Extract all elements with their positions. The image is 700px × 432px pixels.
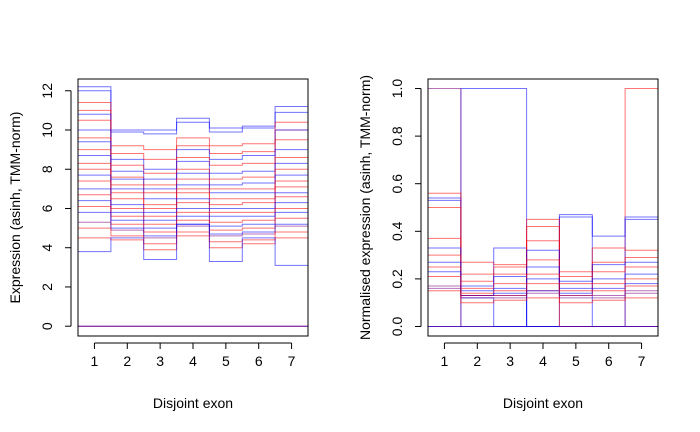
right-series-line-8 — [428, 237, 658, 282]
right-x-tick-label-4: 4 — [539, 353, 547, 369]
right-y-tick-label-4: 0.8 — [389, 126, 405, 146]
left-x-tick-label-6: 6 — [255, 353, 263, 369]
left-y-tick-label-1: 2 — [39, 283, 55, 291]
right-series-lines — [428, 88, 658, 327]
left-y-tick-label-0: 0 — [39, 322, 55, 330]
left-series-lines — [78, 86, 308, 327]
left-series-line-8 — [78, 137, 308, 186]
left-series-line-21 — [78, 221, 308, 239]
left-series-line-5 — [78, 113, 308, 170]
left-y-tick-label-4: 8 — [39, 165, 55, 173]
right-y-tick-label-3: 0.6 — [389, 174, 405, 194]
right-y-axis: 0.0 0.2 0.4 0.6 0.8 1.0 — [389, 79, 422, 337]
right-series-line-9 — [428, 247, 658, 287]
left-series-line-24 — [78, 223, 308, 266]
right-y-axis-label: Normalised expression (asinh, TMM-norm) — [357, 75, 373, 340]
right-series-line-7 — [428, 207, 658, 275]
right-x-axis: 1 2 3 4 5 6 7 — [441, 342, 646, 369]
left-x-tick-label-4: 4 — [189, 353, 197, 369]
left-series-line-4 — [78, 109, 308, 160]
left-series-line-13 — [78, 168, 308, 209]
right-y-tick-label-0: 0.0 — [389, 317, 405, 337]
left-series-line-2 — [78, 90, 308, 135]
left-series-line-7 — [78, 129, 308, 180]
right-x-tick-label-3: 3 — [506, 353, 514, 369]
right-y-tick-label-2: 0.4 — [389, 221, 405, 241]
left-y-tick-label-6: 12 — [39, 83, 55, 99]
left-x-tick-label-5: 5 — [222, 353, 230, 369]
left-x-axis: 1 2 3 4 5 6 7 — [91, 342, 296, 369]
right-series-line-17 — [428, 290, 658, 304]
left-y-axis-label: Expression (asinh, TMM-norm) — [7, 112, 23, 304]
right-series-line-10 — [428, 254, 658, 289]
right-chart-panel: 1 2 3 4 5 6 7 0.0 0.2 0.4 0.6 0.8 1.0 Disjoint exon… — [357, 75, 659, 411]
right-x-tick-label-5: 5 — [572, 353, 580, 369]
right-x-tick-label-2: 2 — [473, 353, 481, 369]
left-series-line-19 — [78, 206, 308, 233]
left-series-line-17 — [78, 194, 308, 225]
left-plot-frame — [77, 78, 309, 337]
right-x-axis-label: Disjoint exon — [503, 395, 583, 411]
right-x-tick-label-1: 1 — [441, 353, 449, 369]
left-x-tick-label-7: 7 — [288, 353, 296, 369]
left-series-line-3 — [78, 102, 308, 151]
right-x-tick-label-7: 7 — [638, 353, 646, 369]
left-series-line-23 — [78, 235, 308, 251]
right-y-tick-label-1: 0.2 — [389, 269, 405, 289]
left-x-tick-label-3: 3 — [156, 353, 164, 369]
left-series-line-9 — [78, 141, 308, 190]
left-y-tick-label-5: 10 — [39, 122, 55, 138]
left-y-tick-label-3: 6 — [39, 204, 55, 212]
left-series-line-22 — [78, 227, 308, 245]
right-series-line-11 — [428, 261, 658, 292]
left-y-axis: 0 2 4 6 8 10 12 — [39, 83, 72, 330]
left-x-tick-label-1: 1 — [91, 353, 99, 369]
left-x-tick-label-2: 2 — [123, 353, 131, 369]
left-x-axis-label: Disjoint exon — [153, 395, 233, 411]
left-series-line-18 — [78, 200, 308, 229]
left-series-line-6 — [78, 119, 308, 174]
right-plot-frame — [427, 78, 659, 337]
right-y-tick-label-5: 1.0 — [389, 79, 405, 99]
left-y-tick-label-2: 4 — [39, 244, 55, 252]
right-x-tick-label-6: 6 — [605, 353, 613, 369]
right-series-line-12 — [428, 266, 658, 294]
